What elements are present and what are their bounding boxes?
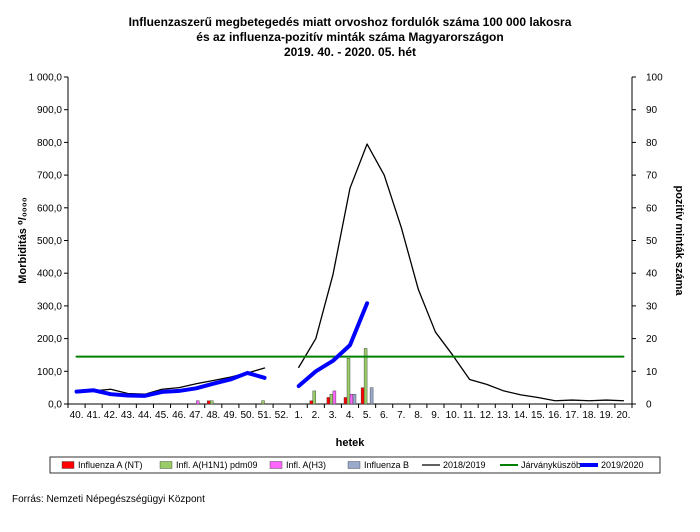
y-left-tick-label: 400,0: [37, 269, 62, 280]
x-tick-label: 46.: [172, 410, 186, 421]
x-tick-label: 48.: [206, 410, 220, 421]
bar-0-15: [326, 397, 331, 405]
chart-title-line: Influenzaszerű megbetegedés miatt orvosh…: [129, 15, 572, 29]
legend-label: Infl. A(H1N1) pdm09: [176, 460, 258, 470]
bar-1-8: [210, 400, 214, 405]
y-right-tick-label: 20: [646, 334, 658, 345]
bar-2-15: [332, 390, 337, 405]
x-tick-label: 15.: [531, 410, 545, 421]
x-tick-label: 8.: [414, 410, 422, 421]
x-tick-label: 40.: [70, 410, 84, 421]
legend-label: 2018/2019: [443, 460, 486, 470]
legend-label: Influenza B: [364, 460, 409, 470]
x-tick-label: 14.: [514, 410, 528, 421]
x-tick-label: 7.: [397, 410, 405, 421]
bar-3-17: [369, 387, 374, 405]
bar-1-16: [346, 358, 351, 405]
line-series-2: [74, 301, 370, 398]
legend-swatch: [347, 461, 361, 469]
x-tick-label: 20.: [617, 410, 631, 421]
x-axis-label: hetek: [336, 437, 366, 449]
y-right-tick-label: 100: [646, 73, 663, 84]
bar-0-14: [309, 400, 314, 405]
y-right-tick-label: 0: [646, 400, 652, 411]
y-left-tick-label: 600,0: [37, 203, 62, 214]
y-left-tick-label: 1 000,0: [29, 73, 63, 84]
bar-1-11: [261, 400, 265, 405]
legend-label: Járványküszöb: [521, 460, 581, 470]
x-tick-label: 4.: [346, 410, 354, 421]
x-tick-label: 18.: [582, 410, 596, 421]
source-note: Forrás: Nemzeti Népegészségügyi Központ: [12, 494, 205, 505]
bar-2-7: [195, 400, 200, 405]
y-right-tick-label: 70: [646, 171, 658, 182]
y-axis-left-label: Morbiditás ⁰/₀₀₀₀: [17, 197, 29, 283]
bar-0-8: [207, 400, 211, 405]
x-tick-label: 50.: [241, 410, 255, 421]
x-tick-label: 47.: [189, 410, 203, 421]
line-series: [74, 143, 625, 402]
y-right-tick-label: 60: [646, 203, 658, 214]
x-tick-label: 43.: [121, 410, 135, 421]
y-left-tick-label: 100,0: [37, 367, 62, 378]
bar-0-17: [360, 387, 365, 405]
y-left-tick-label: 500,0: [37, 236, 62, 247]
bar-2-16: [349, 393, 354, 405]
y-left-tick-label: 900,0: [37, 105, 62, 116]
x-tick-label: 17.: [565, 410, 579, 421]
bar-series: [195, 348, 374, 405]
legend-swatch: [269, 461, 283, 469]
chart-title: Influenzaszerű megbetegedés miatt orvosh…: [129, 15, 572, 59]
y-right-tick-label: 50: [646, 236, 658, 247]
x-tick-label: 9.: [431, 410, 439, 421]
y-axis-right-label: pozitív minták száma: [673, 185, 685, 296]
x-tick-label: 45.: [155, 410, 169, 421]
bar-3-16: [352, 393, 357, 405]
legend: Influenza A (NT) Infl. A(H1N1) pdm09 Infl.…: [49, 456, 661, 474]
x-tick-label: 10.: [446, 410, 460, 421]
x-tick-label: 49.: [223, 410, 237, 421]
y-right-tick-label: 80: [646, 138, 658, 149]
x-tick-label: 3.: [329, 410, 337, 421]
x-tick-label: 6.: [380, 410, 388, 421]
x-tick-label: 5.: [363, 410, 371, 421]
chart-title-line: és az influenza-pozitív minták száma Mag…: [196, 30, 503, 44]
x-tick-label: 44.: [138, 410, 152, 421]
legend-label: Infl. A(H3): [286, 460, 326, 470]
x-tick-label: 1.: [295, 410, 303, 421]
x-tick-label: 52.: [275, 410, 289, 421]
legend-label: Influenza A (NT): [78, 460, 143, 470]
x-tick-label: 19.: [599, 410, 613, 421]
bar-1-14: [312, 390, 317, 405]
x-tick-label: 2.: [312, 410, 320, 421]
legend-swatch: [159, 461, 173, 469]
y-right-tick-label: 10: [646, 367, 658, 378]
y-left-tick-label: 0,0: [48, 400, 62, 411]
bar-1-17: [363, 348, 368, 405]
x-tick-label: 41.: [87, 410, 101, 421]
y-left-tick-label: 300,0: [37, 301, 62, 312]
x-tick-label: 13.: [497, 410, 511, 421]
legend-label: 2019/2020: [601, 460, 644, 470]
x-tick-label: 16.: [548, 410, 562, 421]
axes: 0,0 0 100,0 10 200,0 20 300,0 30 400,0 40 500,0 50 6…: [17, 73, 685, 450]
y-left-tick-label: 700,0: [37, 171, 62, 182]
bar-0-16: [343, 397, 348, 405]
x-tick-label: 51.: [258, 410, 272, 421]
y-right-tick-label: 30: [646, 301, 658, 312]
legend-swatch: [61, 461, 75, 469]
x-tick-label: 42.: [104, 410, 118, 421]
x-tick-label: 11.: [463, 410, 476, 421]
chart-title-line: 2019. 40. - 2020. 05. hét: [284, 45, 416, 59]
bar-1-15: [329, 393, 334, 405]
y-right-tick-label: 40: [646, 269, 658, 280]
y-right-tick-label: 90: [646, 105, 658, 116]
y-left-tick-label: 800,0: [37, 138, 62, 149]
y-left-tick-label: 200,0: [37, 334, 62, 345]
x-tick-label: 12.: [480, 410, 494, 421]
